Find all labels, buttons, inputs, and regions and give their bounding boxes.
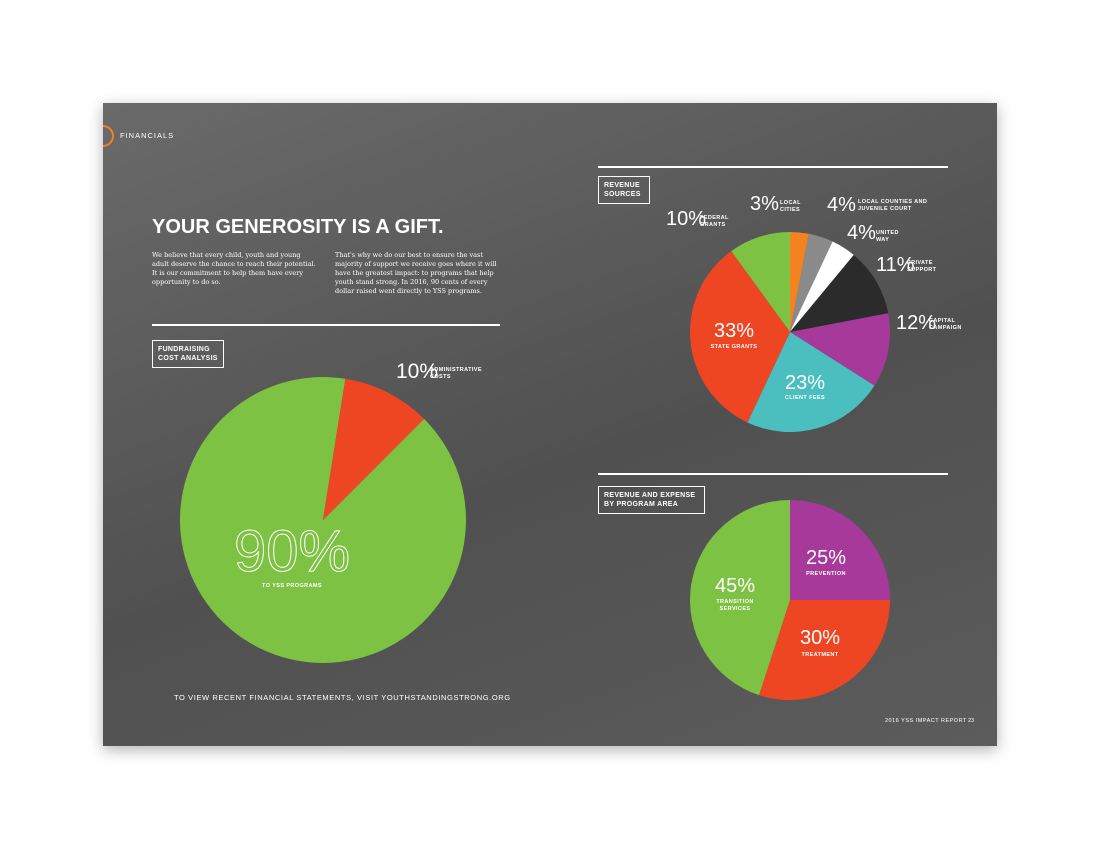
graphics bbox=[103, 125, 948, 700]
pie-slice bbox=[689, 251, 790, 423]
report-name: 2016 YSS IMPACT REPORT bbox=[885, 718, 967, 724]
value-label: 10% bbox=[396, 360, 439, 383]
chart-title: REVENUE SOURCES bbox=[598, 176, 650, 204]
value-label: 10% bbox=[666, 208, 707, 230]
category-label: LOCAL COUNTIES AND JUVENILE COURT bbox=[858, 199, 928, 212]
section-icon bbox=[103, 125, 114, 147]
value-label: 30% bbox=[799, 627, 841, 649]
category-label: STATE GRANTS bbox=[710, 344, 758, 350]
value-label: 33% bbox=[713, 320, 755, 342]
category-label: TRANSITION SERVICES bbox=[716, 599, 754, 612]
category-label: TO YSS PROGRAMS bbox=[262, 583, 322, 589]
category-label: CLIENT FEES bbox=[784, 395, 826, 401]
section-label: FINANCIALS bbox=[120, 131, 175, 140]
category-label: LOCAL CITIES bbox=[780, 200, 801, 213]
pie-slice bbox=[690, 500, 790, 696]
value-label: 4% bbox=[827, 194, 856, 216]
pie-slice bbox=[790, 254, 889, 332]
pie-slice bbox=[759, 600, 890, 700]
value-label: 45% bbox=[714, 575, 756, 597]
value-label: 90% bbox=[233, 519, 351, 584]
chart-title: FUNDRAISING COST ANALYSIS bbox=[152, 340, 224, 368]
category-label: PRIVATE SUPPORT bbox=[907, 260, 937, 273]
footer-link: TO VIEW RECENT FINANCIAL STATEMENTS, VIS… bbox=[174, 693, 511, 702]
value-label: 4% bbox=[847, 222, 876, 244]
value-label: 25% bbox=[805, 547, 847, 569]
value-label: 3% bbox=[750, 193, 779, 215]
category-label: CAPITAL CAMPAIGN bbox=[929, 318, 962, 331]
value-label: 11% bbox=[876, 254, 915, 276]
category-label: PREVENTION bbox=[806, 571, 846, 577]
category-label: TREATMENT bbox=[801, 652, 839, 658]
category-label: FEDERAL GRANTS bbox=[700, 215, 729, 228]
spread: FINANCIALS YOUR GENEROSITY IS A GIFT. We… bbox=[103, 103, 997, 746]
pie-slice bbox=[323, 378, 425, 520]
pie-slice bbox=[790, 313, 890, 386]
page-number: 23 bbox=[968, 718, 975, 724]
value-label: 12% bbox=[896, 312, 937, 334]
category-label: UNITED WAY bbox=[876, 230, 899, 243]
pie-slice bbox=[790, 500, 890, 600]
category-label: ADMINISTRATIVE COSTS bbox=[430, 367, 482, 380]
pie-slice bbox=[790, 241, 854, 332]
pie-slice bbox=[731, 232, 790, 332]
pie-slice bbox=[790, 232, 809, 332]
paragraph: We believe that every child, youth and y… bbox=[152, 251, 316, 286]
value-label: 23% bbox=[784, 372, 826, 394]
paragraph: That's why we do our best to ensure the … bbox=[335, 251, 497, 295]
chart-title: REVENUE AND EXPENSE BY PROGRAM AREA bbox=[598, 486, 705, 514]
heading: YOUR GENEROSITY IS A GIFT. bbox=[152, 216, 444, 238]
pie-slice bbox=[790, 233, 833, 332]
pie-slice bbox=[747, 332, 875, 432]
